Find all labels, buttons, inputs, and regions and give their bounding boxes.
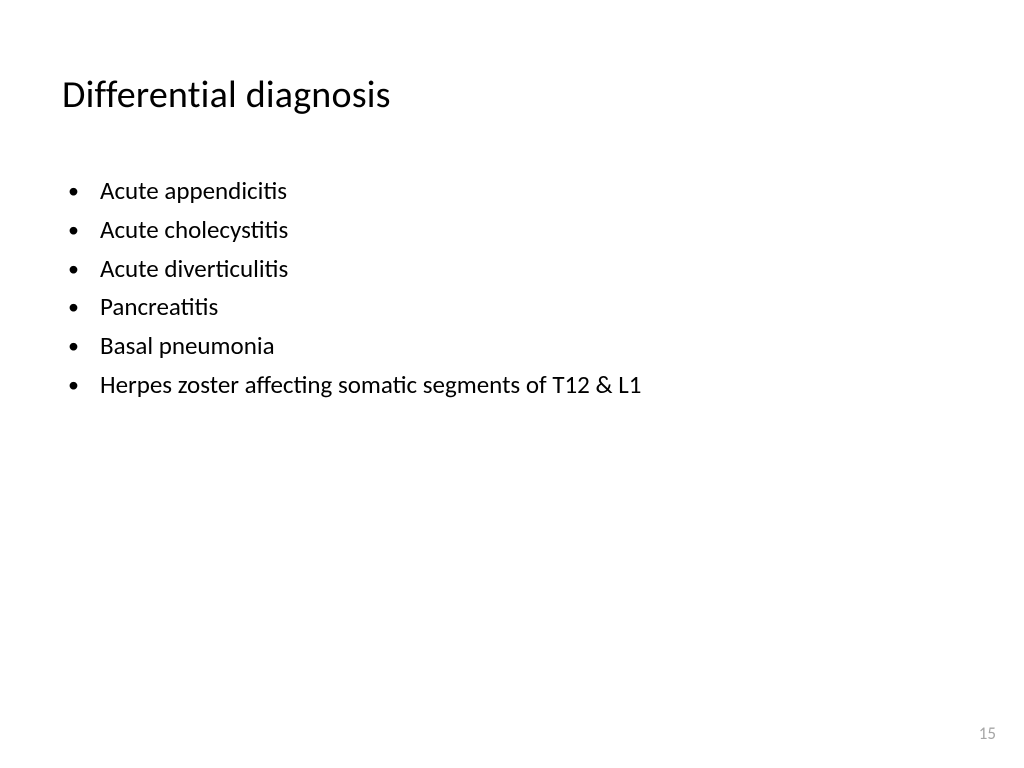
list-item: Acute cholecystitis [62,211,964,250]
list-item: Acute appendicitis [62,172,964,211]
list-item: Acute diverticulitis [62,250,964,289]
slide-title: Differential diagnosis [62,72,391,118]
list-item: Herpes zoster affecting somatic segments… [62,366,964,405]
list-item: Pancreatitis [62,288,964,327]
list-item: Basal pneumonia [62,327,964,366]
bullet-list: Acute appendicitis Acute cholecystitis A… [62,172,964,405]
slide: Differential diagnosis Acute appendiciti… [0,0,1024,768]
slide-body: Acute appendicitis Acute cholecystitis A… [62,172,964,405]
page-number: 15 [979,723,996,744]
